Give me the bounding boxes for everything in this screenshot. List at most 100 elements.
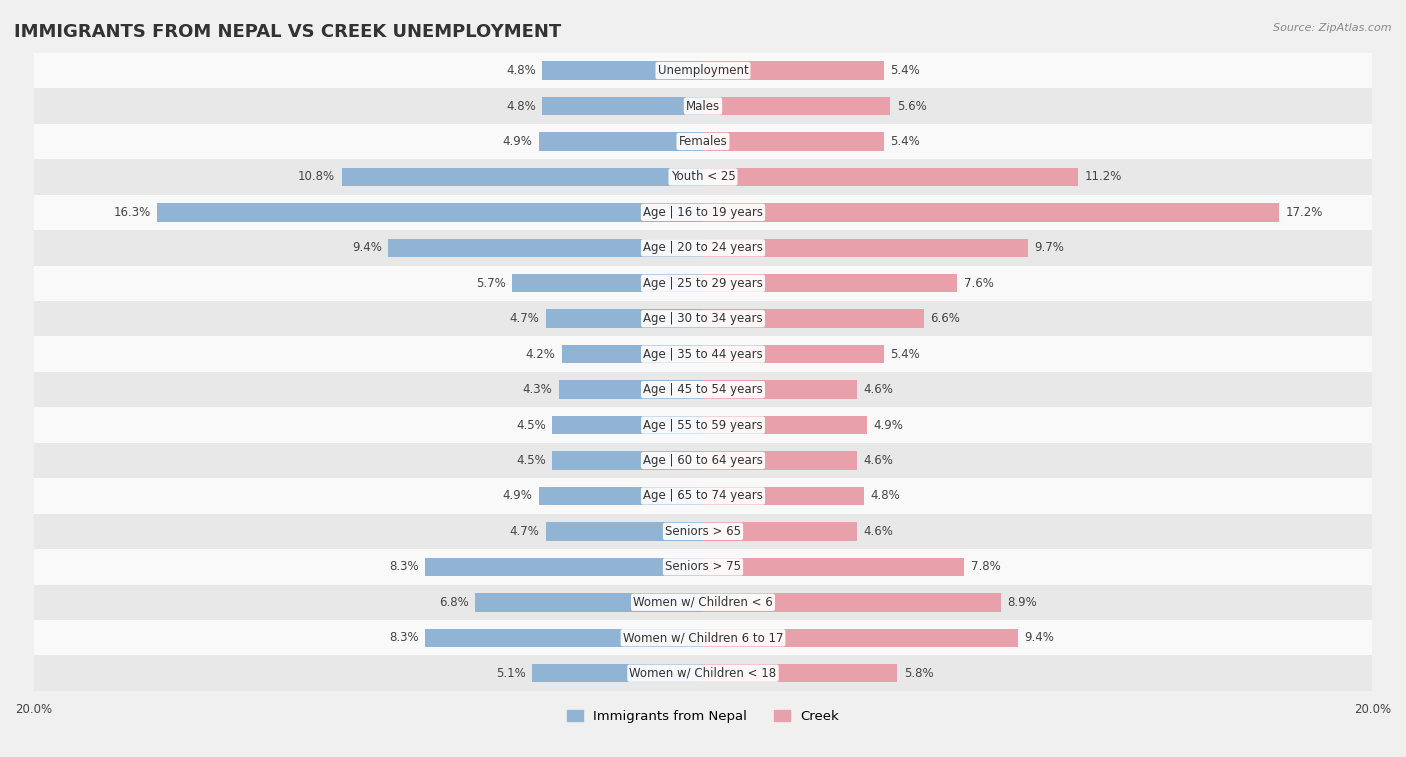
Text: 20.0%: 20.0% (15, 703, 52, 716)
Text: Age | 35 to 44 years: Age | 35 to 44 years (643, 347, 763, 360)
Text: Seniors > 75: Seniors > 75 (665, 560, 741, 573)
Text: 4.9%: 4.9% (873, 419, 904, 431)
Text: 8.3%: 8.3% (389, 560, 419, 573)
Text: Source: ZipAtlas.com: Source: ZipAtlas.com (1274, 23, 1392, 33)
Text: 5.1%: 5.1% (496, 667, 526, 680)
Bar (703, 664, 897, 682)
Text: Seniors > 65: Seniors > 65 (665, 525, 741, 538)
Text: Age | 65 to 74 years: Age | 65 to 74 years (643, 490, 763, 503)
Bar (388, 238, 703, 257)
Text: 4.6%: 4.6% (863, 454, 894, 467)
Text: 17.2%: 17.2% (1285, 206, 1323, 219)
Bar (703, 238, 1028, 257)
Bar (425, 558, 703, 576)
Text: 4.9%: 4.9% (502, 490, 533, 503)
Bar (546, 310, 703, 328)
Bar (562, 345, 703, 363)
Text: 10.8%: 10.8% (298, 170, 335, 183)
Text: Women w/ Children 6 to 17: Women w/ Children 6 to 17 (623, 631, 783, 644)
Bar (34, 372, 1372, 407)
Text: 5.6%: 5.6% (897, 99, 927, 113)
Text: 9.7%: 9.7% (1035, 241, 1064, 254)
Bar (34, 266, 1372, 301)
Text: 6.8%: 6.8% (439, 596, 468, 609)
Bar (34, 407, 1372, 443)
Bar (34, 230, 1372, 266)
Bar (703, 61, 884, 79)
Bar (703, 168, 1078, 186)
Text: 8.9%: 8.9% (1008, 596, 1038, 609)
Bar (34, 514, 1372, 549)
Text: Youth < 25: Youth < 25 (671, 170, 735, 183)
Text: Women w/ Children < 18: Women w/ Children < 18 (630, 667, 776, 680)
Bar (34, 656, 1372, 691)
Bar (34, 195, 1372, 230)
Text: Age | 20 to 24 years: Age | 20 to 24 years (643, 241, 763, 254)
Text: Females: Females (679, 135, 727, 148)
Text: 5.8%: 5.8% (904, 667, 934, 680)
Text: 16.3%: 16.3% (114, 206, 150, 219)
Text: 5.7%: 5.7% (475, 277, 506, 290)
Text: Males: Males (686, 99, 720, 113)
Bar (703, 451, 858, 469)
Text: 8.3%: 8.3% (389, 631, 419, 644)
Bar (34, 620, 1372, 656)
Bar (34, 123, 1372, 159)
Bar (34, 443, 1372, 478)
Bar (34, 159, 1372, 195)
Text: 4.2%: 4.2% (526, 347, 555, 360)
Bar (703, 203, 1278, 222)
Bar (703, 274, 957, 292)
Legend: Immigrants from Nepal, Creek: Immigrants from Nepal, Creek (567, 709, 839, 723)
Text: 11.2%: 11.2% (1084, 170, 1122, 183)
Bar (34, 89, 1372, 123)
Text: 9.4%: 9.4% (352, 241, 381, 254)
Bar (553, 416, 703, 435)
Bar (512, 274, 703, 292)
Bar (157, 203, 703, 222)
Bar (703, 558, 965, 576)
Bar (34, 336, 1372, 372)
Bar (538, 132, 703, 151)
Bar (546, 522, 703, 540)
Text: Age | 30 to 34 years: Age | 30 to 34 years (643, 312, 763, 326)
Bar (553, 451, 703, 469)
Text: Age | 16 to 19 years: Age | 16 to 19 years (643, 206, 763, 219)
Bar (34, 301, 1372, 336)
Bar (560, 380, 703, 399)
Bar (703, 593, 1001, 612)
Text: 5.4%: 5.4% (890, 135, 920, 148)
Bar (475, 593, 703, 612)
Bar (533, 664, 703, 682)
Text: IMMIGRANTS FROM NEPAL VS CREEK UNEMPLOYMENT: IMMIGRANTS FROM NEPAL VS CREEK UNEMPLOYM… (14, 23, 561, 41)
Text: 4.3%: 4.3% (523, 383, 553, 396)
Text: 4.6%: 4.6% (863, 383, 894, 396)
Text: 4.8%: 4.8% (506, 64, 536, 77)
Text: 4.9%: 4.9% (502, 135, 533, 148)
Text: 7.6%: 7.6% (965, 277, 994, 290)
Text: Unemployment: Unemployment (658, 64, 748, 77)
Text: 4.5%: 4.5% (516, 454, 546, 467)
Bar (543, 61, 703, 79)
Text: 20.0%: 20.0% (1354, 703, 1391, 716)
Bar (703, 97, 890, 115)
Text: 6.6%: 6.6% (931, 312, 960, 326)
Bar (703, 522, 858, 540)
Text: 4.6%: 4.6% (863, 525, 894, 538)
Text: 4.8%: 4.8% (870, 490, 900, 503)
Text: 5.4%: 5.4% (890, 64, 920, 77)
Text: Age | 60 to 64 years: Age | 60 to 64 years (643, 454, 763, 467)
Bar (538, 487, 703, 505)
Text: 4.7%: 4.7% (509, 312, 538, 326)
Text: 5.4%: 5.4% (890, 347, 920, 360)
Bar (34, 549, 1372, 584)
Text: 9.4%: 9.4% (1025, 631, 1054, 644)
Text: 4.7%: 4.7% (509, 525, 538, 538)
Text: Age | 55 to 59 years: Age | 55 to 59 years (643, 419, 763, 431)
Text: 4.8%: 4.8% (506, 99, 536, 113)
Text: 7.8%: 7.8% (970, 560, 1001, 573)
Bar (703, 380, 858, 399)
Bar (703, 487, 863, 505)
Text: Age | 25 to 29 years: Age | 25 to 29 years (643, 277, 763, 290)
Bar (543, 97, 703, 115)
